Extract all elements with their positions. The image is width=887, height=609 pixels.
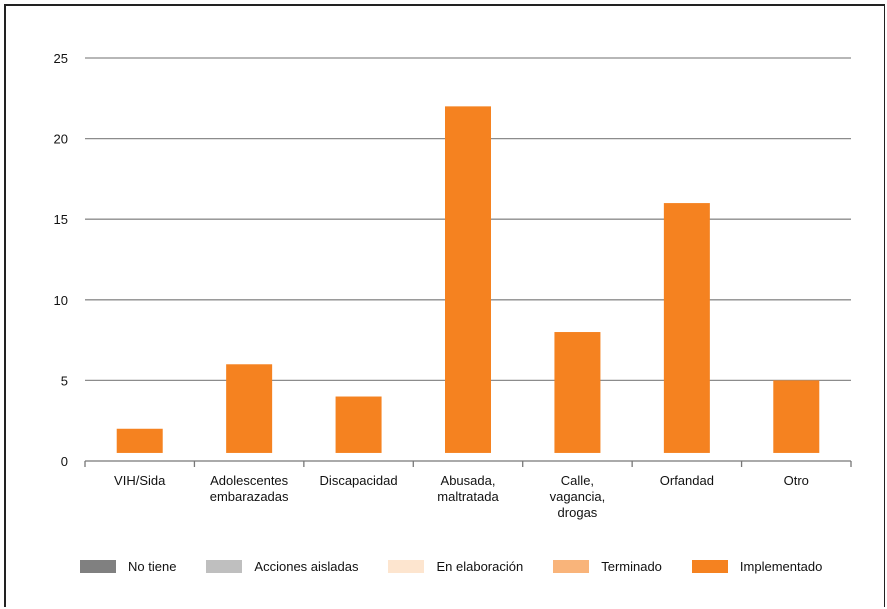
legend-swatch xyxy=(388,559,425,573)
bar-6 xyxy=(773,380,820,453)
x-category-label: Discapacidad xyxy=(320,473,398,488)
x-category-label: VIH/Sida xyxy=(114,473,166,488)
x-category-label: Calle, xyxy=(561,473,594,488)
x-category-label: embarazadas xyxy=(210,489,289,504)
bar-4 xyxy=(554,332,601,453)
legend-swatch xyxy=(206,559,243,573)
legend-label: Acciones aisladas xyxy=(254,558,359,574)
x-category-label: vagancia, xyxy=(550,489,606,504)
legend-item: Terminado xyxy=(553,559,662,574)
bar-5 xyxy=(663,203,710,453)
y-tick-label: 20 xyxy=(54,132,68,147)
legend-swatch xyxy=(80,559,116,573)
bar-2 xyxy=(335,396,382,453)
x-category-label: drogas xyxy=(558,505,598,520)
y-tick-label: 5 xyxy=(61,373,68,388)
bar-3 xyxy=(445,106,491,453)
x-category-label: Adolescentes xyxy=(210,473,289,488)
x-category-label: Otro xyxy=(784,473,809,488)
legend-item: En elaboración xyxy=(388,559,523,574)
x-category-label: Orfandad xyxy=(660,473,714,488)
legend-swatch xyxy=(691,559,728,573)
chart-frame xyxy=(4,4,885,607)
x-category-label: Abusada, xyxy=(441,473,496,488)
legend-item: Implementado xyxy=(691,558,823,574)
bar-chart: 0 5 10 15 20 25 VIH/Sida Adolescentesembarazad… xyxy=(54,51,852,520)
y-tick-label: 25 xyxy=(54,51,68,66)
legend-label: Implementado xyxy=(739,558,823,574)
legend-label: Terminado xyxy=(601,558,662,574)
x-axis xyxy=(84,460,852,467)
legend-label: No tiene xyxy=(128,558,177,574)
bar-1 xyxy=(226,364,273,453)
legend-item: No tiene xyxy=(80,559,176,574)
y-tick-label: 10 xyxy=(54,293,68,308)
legend: No tiene Acciones aisladas En elaboración T… xyxy=(80,556,852,576)
legend-label: En elaboración xyxy=(436,558,524,574)
y-tick-label: 0 xyxy=(61,454,68,469)
y-axis-ticks: 0 5 10 15 20 25 xyxy=(54,51,68,469)
bars xyxy=(116,106,820,453)
y-tick-label: 15 xyxy=(54,212,68,227)
bar-0 xyxy=(116,428,163,453)
legend-swatch xyxy=(553,559,590,573)
x-category-label: maltratada xyxy=(437,489,499,504)
legend-item: Acciones aisladas xyxy=(206,559,358,574)
